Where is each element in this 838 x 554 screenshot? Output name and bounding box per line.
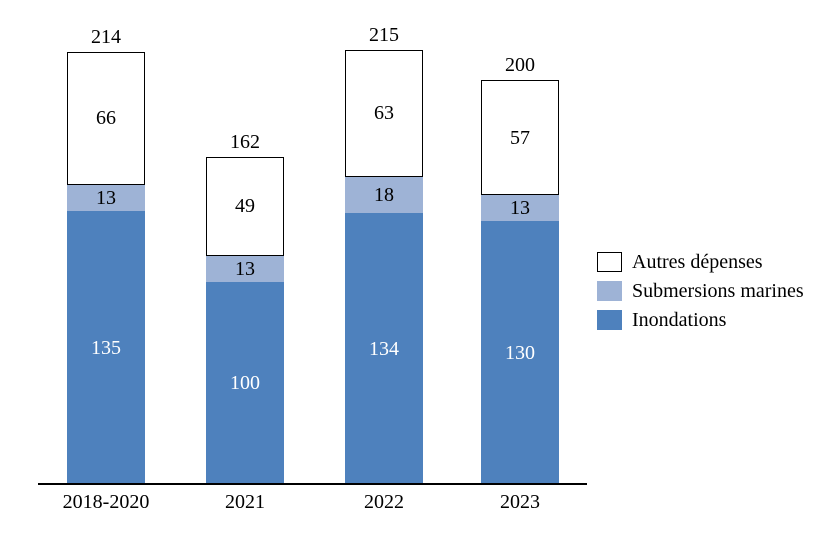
legend-label: Autres dépenses bbox=[632, 251, 763, 273]
legend-label: Submersions marines bbox=[632, 280, 804, 302]
legend-swatch-inondations bbox=[597, 310, 622, 330]
segment-value-label: 18 bbox=[374, 184, 394, 207]
segment-value-label: 135 bbox=[91, 336, 121, 359]
segment-value-label: 63 bbox=[374, 102, 394, 125]
segment-value-label: 13 bbox=[96, 187, 116, 210]
segment-value-label: 134 bbox=[369, 337, 399, 360]
x-axis-line bbox=[38, 483, 587, 485]
category-label: 2023 bbox=[500, 491, 540, 513]
bar-segment-autres-depenses: 63 bbox=[345, 49, 423, 177]
segment-value-label: 66 bbox=[96, 107, 116, 130]
bar-segment-submersions-marines: 13 bbox=[481, 195, 559, 222]
segment-value-label: 13 bbox=[235, 257, 255, 280]
segment-value-label: 57 bbox=[510, 126, 530, 149]
bar-segment-autres-depenses: 66 bbox=[67, 51, 145, 186]
bar-segment-submersions-marines: 13 bbox=[206, 255, 284, 282]
category-label: 2021 bbox=[225, 491, 265, 513]
total-label: 162 bbox=[230, 130, 260, 153]
category-label: 2018-2020 bbox=[62, 491, 150, 513]
bar-segment-autres-depenses: 49 bbox=[206, 156, 284, 256]
bar-segment-inondations: 100 bbox=[206, 282, 284, 484]
segment-value-label: 100 bbox=[230, 372, 260, 394]
legend-item-inondations: Inondations bbox=[597, 309, 726, 331]
bar-segment-inondations: 134 bbox=[345, 213, 423, 484]
category-label: 2022 bbox=[364, 491, 404, 513]
bar-segment-autres-depenses: 57 bbox=[481, 80, 559, 196]
bar-segment-submersions-marines: 13 bbox=[67, 185, 145, 212]
total-label: 214 bbox=[91, 25, 121, 48]
legend-label: Inondations bbox=[632, 309, 727, 331]
segment-value-label: 13 bbox=[510, 197, 530, 220]
total-label: 200 bbox=[505, 54, 535, 76]
legend-swatch-submersions-marines bbox=[597, 281, 622, 301]
bar-segment-inondations: 135 bbox=[67, 211, 145, 484]
total-label: 215 bbox=[369, 23, 399, 46]
legend-item-submersions-marines: Submersions marines bbox=[597, 280, 804, 302]
legend-swatch-autres-depenses bbox=[597, 252, 622, 272]
segment-value-label: 130 bbox=[505, 341, 535, 364]
segment-value-label: 49 bbox=[235, 195, 255, 218]
bar-segment-submersions-marines: 18 bbox=[345, 176, 423, 214]
bar-segment-inondations: 130 bbox=[481, 221, 559, 484]
legend-item-autres-depenses: Autres dépenses bbox=[597, 251, 763, 273]
